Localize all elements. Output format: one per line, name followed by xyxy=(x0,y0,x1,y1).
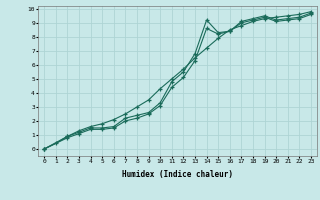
X-axis label: Humidex (Indice chaleur): Humidex (Indice chaleur) xyxy=(122,170,233,179)
